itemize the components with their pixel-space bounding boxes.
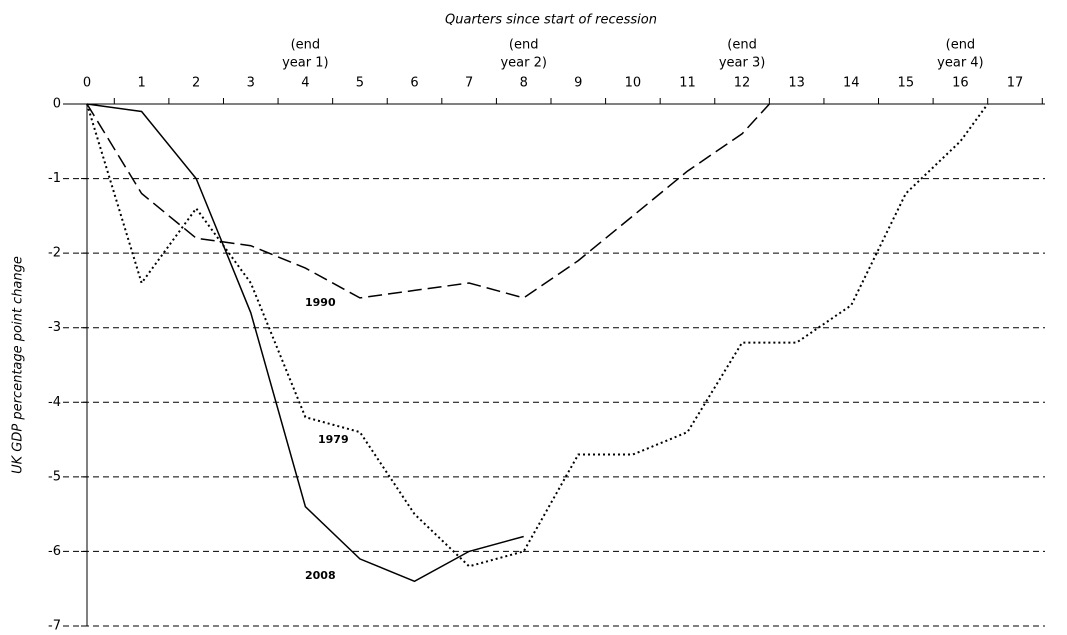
x-tick-label: 6 xyxy=(410,76,418,91)
x-axis-title: Quarters since start of recession xyxy=(445,13,657,28)
x-tick-label: 14 xyxy=(843,76,860,91)
x-tick-label: 11 xyxy=(679,76,696,91)
y-tick-label: -3 xyxy=(48,320,61,335)
y-tick-label: -5 xyxy=(48,469,61,484)
x-tick-label: 1 xyxy=(137,76,145,91)
series-label: 1990 xyxy=(305,296,336,309)
y-tick-label: -4 xyxy=(48,395,61,410)
series-line xyxy=(86,103,524,583)
annotation: (end xyxy=(727,38,757,53)
y-tick-label: -6 xyxy=(48,544,61,559)
y-tick-label: -1 xyxy=(48,171,61,186)
y-tick-label: -7 xyxy=(48,619,61,632)
annotation: year 3) xyxy=(719,56,765,71)
x-tick-label: 3 xyxy=(247,76,255,91)
annotation: (end xyxy=(291,38,321,53)
x-tick-label: 5 xyxy=(356,76,364,91)
x-tick-label: 8 xyxy=(520,76,528,91)
annotation: year 4) xyxy=(937,56,983,71)
x-tick-label: 16 xyxy=(952,76,969,91)
x-tick-label: 2 xyxy=(192,76,200,91)
x-tick-label: 15 xyxy=(898,76,915,91)
x-tick-label: 12 xyxy=(734,76,751,91)
x-tick-label: 7 xyxy=(465,76,473,91)
series-line xyxy=(86,103,770,299)
series-label: 1979 xyxy=(318,433,349,446)
x-tick-label: 4 xyxy=(301,76,309,91)
x-tick-label: 13 xyxy=(788,76,805,91)
x-tick-label: 17 xyxy=(1007,76,1024,91)
x-tick-label: 0 xyxy=(83,76,91,91)
x-tick-label: 10 xyxy=(625,76,642,91)
y-axis-title: UK GDP percentage point change xyxy=(11,256,26,474)
annotation: year 1) xyxy=(282,56,328,71)
annotation: (end xyxy=(509,38,539,53)
y-tick-label: -2 xyxy=(48,246,61,261)
x-tick-label: 9 xyxy=(574,76,582,91)
annotation: (end xyxy=(946,38,976,53)
series-line xyxy=(86,103,989,568)
y-tick-label: 0 xyxy=(53,97,61,112)
annotation: year 2) xyxy=(500,56,546,71)
series-label: 2008 xyxy=(305,569,336,582)
